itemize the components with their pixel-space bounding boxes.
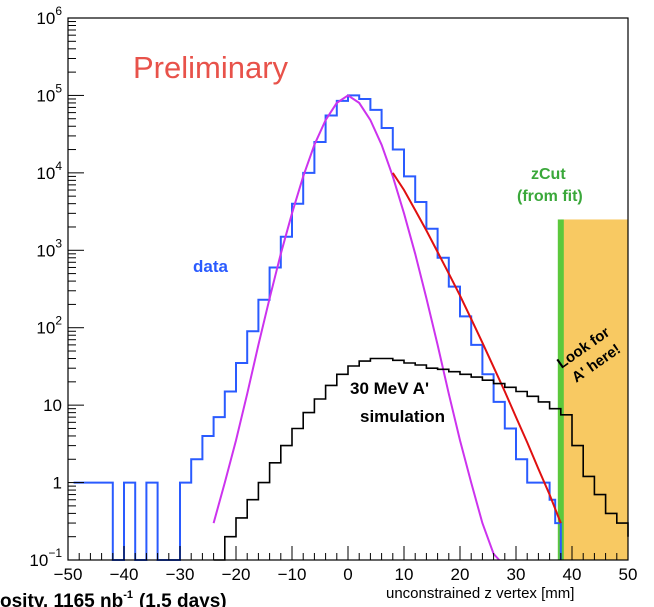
ticks-layer (67, 17, 629, 561)
zcut-label-line2: (from fit) (517, 188, 583, 205)
y-tick-label: 1 (53, 474, 62, 493)
y-tick-label: 105 (36, 81, 62, 105)
x-tick-label: 20 (451, 565, 470, 584)
bottom-caption-tail: (1.5 days) (139, 591, 227, 607)
bottom-caption: osity, 1165 nb-1 (1.5 days) (0, 589, 227, 607)
x-tick-label: 10 (395, 565, 414, 584)
y-tick-label: 106 (36, 4, 62, 28)
series-tail-fit-line (391, 172, 562, 524)
x-tick-label: −10 (278, 565, 307, 584)
series-gaussian-fit-line (212, 94, 500, 561)
y-tick-label: 10−1 (29, 546, 62, 570)
y-tick-label: 103 (36, 236, 62, 260)
series-30-mev-a-simulation-line (213, 357, 629, 561)
preliminary-watermark: Preliminary (133, 50, 289, 85)
tick-labels-layer: −50 −40 −30 −20 −10 0 10 20 30 40 50 10−1 1 10 102 103 1… (29, 4, 637, 584)
x-tick-label: −50 (54, 565, 83, 584)
zcut-label-line1: zCut (531, 166, 566, 183)
x-tick-label: −20 (222, 565, 251, 584)
simulation-label-line1: 30 MeV A' (350, 379, 429, 398)
x-tick-label: −30 (166, 565, 195, 584)
x-tick-label: −40 (110, 565, 139, 584)
bottom-caption-sup: -1 (123, 589, 133, 601)
x-axis-title: unconstrained z vertex [mm] (386, 585, 574, 602)
y-tick-label: 10 (43, 396, 62, 415)
x-tick-label: 40 (563, 565, 582, 584)
x-tick-label: 50 (619, 565, 638, 584)
x-tick-label: 0 (343, 565, 352, 584)
bottom-caption-main: osity, 1165 nb (0, 591, 123, 607)
search-region (560, 219, 628, 560)
data-series-label: data (193, 257, 229, 276)
y-tick-label: 104 (36, 159, 62, 183)
y-tick-label: 102 (36, 314, 62, 338)
x-tick-label: 30 (507, 565, 526, 584)
simulation-label-line2: simulation (360, 407, 445, 426)
zcut-line (557, 219, 564, 560)
